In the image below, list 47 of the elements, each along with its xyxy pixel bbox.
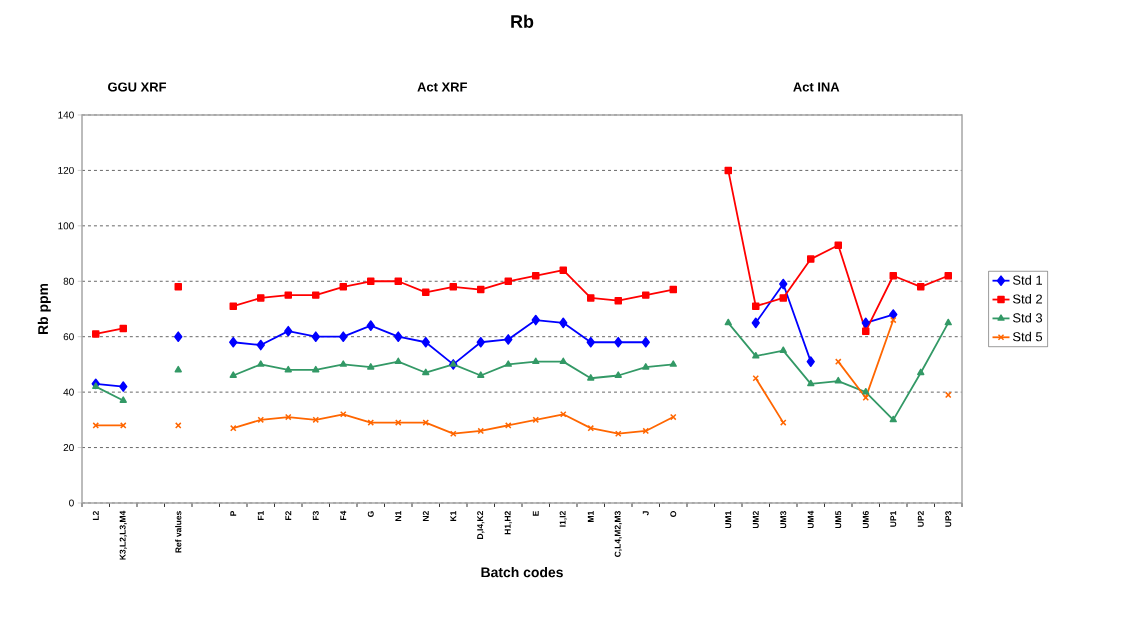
y-tick-label: 80: [63, 277, 74, 285]
x-tick-label: G: [367, 511, 374, 517]
x-tick-label: UM5: [835, 511, 842, 529]
x-tick-label: N1: [395, 511, 402, 522]
x-tick-label: P: [230, 511, 237, 516]
x-tick-label: F4: [340, 510, 347, 521]
y-axis-title: Rb ppm: [37, 283, 51, 334]
x-tick-label: N2: [422, 511, 429, 522]
x-tick-label: O: [670, 511, 677, 517]
x-axis-title: Batch codes: [481, 567, 563, 578]
x-tick-label: Ref values: [175, 511, 182, 553]
x-tick-label: K3,L2,L3,M4: [119, 510, 127, 560]
x-tick-label: UP2: [917, 511, 924, 527]
x-tick-label: D,I4,K2: [477, 511, 485, 539]
y-tick-label: 100: [58, 222, 74, 230]
legend-label: Std 3: [1012, 312, 1043, 323]
x-tick-label: K1: [450, 511, 457, 522]
legend-label: Std 1: [1012, 275, 1042, 285]
y-tick-label: 20: [63, 444, 74, 452]
x-tick-label: H1,H2: [504, 511, 512, 535]
x-tick-label: UM1: [725, 511, 732, 529]
x-tick-label: UM2: [752, 511, 759, 529]
y-tick-label: 60: [63, 333, 74, 341]
x-tick-label: L2: [92, 511, 99, 521]
y-tick-label: 0: [69, 499, 74, 507]
x-tick-label: J: [642, 511, 649, 516]
x-tick-label: UP3: [945, 511, 952, 527]
x-tick-label: UM3: [780, 511, 787, 529]
x-tick-label: UM4: [807, 510, 814, 529]
text: GGU XRF: [108, 82, 167, 92]
x-tick-label: C,L4,M2,M3: [614, 511, 622, 557]
x-tick-label: UM6: [862, 511, 869, 529]
x-tick-label: F3: [312, 511, 319, 521]
legend-label: Std 5: [1012, 331, 1043, 342]
y-tick-label: 40: [63, 388, 74, 396]
x-tick-label: F1: [257, 511, 264, 521]
text: Act INA: [793, 82, 840, 92]
x-tick-label: F2: [285, 511, 292, 521]
text: Act XRF: [417, 82, 467, 92]
y-tick-label: 140: [58, 111, 74, 119]
chart-title: Rb: [511, 14, 534, 28]
x-tick-label: UP1: [890, 511, 897, 527]
legend-label: Std 2: [1012, 294, 1042, 304]
y-tick-label: 120: [58, 166, 74, 174]
x-tick-label: I1,I2: [559, 511, 567, 527]
x-tick-label: M1: [587, 511, 594, 522]
x-tick-label: E: [532, 511, 539, 516]
